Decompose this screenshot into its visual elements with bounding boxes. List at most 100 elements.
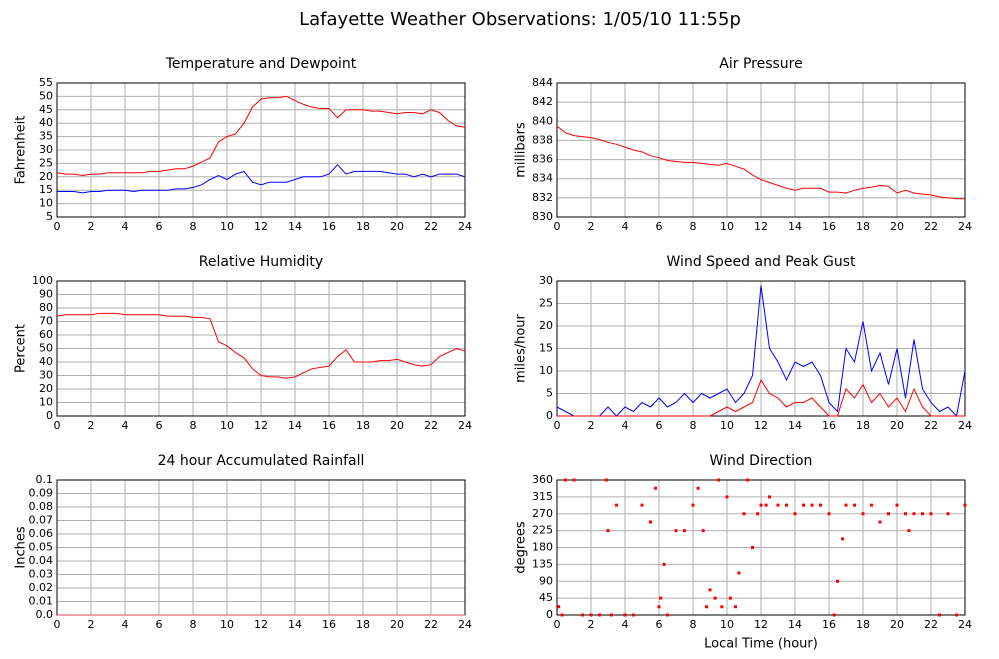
x-tick-label: 14 [788, 618, 802, 631]
data-point [557, 605, 561, 609]
x-tick-label: 8 [190, 419, 197, 432]
x-tick-label: 20 [390, 220, 404, 233]
data-point [734, 605, 737, 609]
y-tick-label: 35 [39, 130, 53, 143]
y-tick-label: 0 [546, 409, 553, 422]
y-axis-label: Inches [14, 526, 29, 568]
x-tick-label: 24 [958, 618, 972, 631]
x-tick-label: 10 [220, 419, 234, 432]
x-tick-label: 8 [190, 618, 197, 631]
y-tick-label: 842 [532, 95, 553, 108]
data-point [938, 613, 941, 617]
x-tick-label: 18 [356, 419, 370, 432]
data-line [557, 378, 965, 417]
data-point [768, 495, 771, 499]
x-tick-label: 4 [122, 220, 129, 233]
y-tick-label: 832 [532, 191, 553, 204]
x-tick-label: 0 [54, 220, 61, 233]
data-point [887, 512, 890, 516]
data-point [725, 495, 729, 499]
data-point [793, 512, 797, 516]
y-tick-label: 834 [532, 172, 553, 185]
data-point [745, 478, 749, 482]
data-point [742, 512, 746, 516]
data-point [756, 512, 760, 516]
y-tick-label: 844 [532, 76, 553, 89]
y-tick-label: 100 [32, 274, 53, 287]
x-tick-label: 4 [622, 618, 629, 631]
data-point [598, 613, 601, 617]
data-point [572, 478, 576, 482]
x-tick-label: 16 [322, 220, 336, 233]
y-tick-label: 25 [39, 156, 53, 169]
x-tick-label: 6 [656, 618, 663, 631]
data-point [666, 613, 669, 617]
x-tick-label: 24 [958, 220, 972, 233]
data-point [713, 596, 717, 600]
y-tick-label: 0 [546, 608, 553, 621]
y-tick-label: 0.05 [29, 541, 54, 554]
plot-frame [556, 280, 966, 417]
x-tick-label: 12 [254, 618, 268, 631]
data-point [751, 546, 754, 549]
x-axis-label: Local Time (hour) [704, 637, 818, 652]
data-point [853, 503, 856, 507]
data-point [632, 613, 635, 617]
data-point [955, 613, 958, 617]
y-tick-label: 15 [539, 342, 553, 355]
data-point [708, 588, 712, 592]
data-point [717, 478, 720, 482]
y-tick-label: 0.1 [36, 473, 54, 486]
chart-title: Wind Speed and Peak Gust [667, 254, 856, 270]
x-tick-label: 24 [458, 419, 472, 432]
y-tick-label: 30 [39, 143, 53, 156]
x-tick-label: 16 [822, 419, 836, 432]
x-tick-label: 4 [122, 618, 129, 631]
data-point [683, 529, 686, 533]
x-tick-label: 2 [88, 618, 95, 631]
y-axis-label: Percent [14, 324, 29, 373]
x-tick-label: 20 [890, 419, 904, 432]
y-tick-label: 0.01 [29, 595, 54, 608]
y-tick-label: 20 [39, 382, 53, 395]
data-point [696, 486, 700, 490]
x-tick-label: 10 [720, 618, 734, 631]
data-line [56, 312, 466, 379]
x-tick-label: 2 [88, 220, 95, 233]
data-point [802, 503, 805, 507]
data-point [904, 512, 907, 516]
x-tick-label: 10 [220, 220, 234, 233]
data-point [841, 537, 845, 541]
y-tick-label: 25 [539, 297, 553, 310]
data-point [895, 503, 899, 507]
y-tick-label: 10 [539, 364, 553, 377]
x-tick-label: 18 [356, 220, 370, 233]
x-tick-label: 0 [554, 419, 561, 432]
data-point [705, 605, 709, 609]
data-point [674, 529, 678, 533]
x-tick-label: 22 [924, 419, 938, 432]
data-point [615, 503, 618, 507]
data-line [56, 95, 466, 177]
y-tick-label: 830 [532, 210, 553, 223]
y-tick-label: 0.06 [29, 527, 54, 540]
x-tick-label: 8 [190, 220, 197, 233]
x-tick-label: 8 [690, 419, 697, 432]
x-tick-label: 22 [924, 618, 938, 631]
x-tick-label: 6 [656, 220, 663, 233]
data-point [785, 503, 788, 507]
y-tick-label: 10 [39, 396, 53, 409]
x-tick-label: 14 [288, 618, 302, 631]
y-tick-label: 225 [532, 524, 553, 537]
data-line [556, 285, 966, 418]
x-tick-label: 22 [424, 419, 438, 432]
y-tick-label: 15 [39, 183, 53, 196]
y-tick-label: 315 [532, 490, 553, 503]
plot-frame [556, 479, 966, 616]
data-point [604, 478, 608, 482]
y-tick-label: 0.08 [29, 500, 54, 513]
y-tick-label: 30 [539, 274, 553, 287]
chart-title: Wind Direction [710, 453, 813, 469]
data-point [963, 503, 967, 507]
